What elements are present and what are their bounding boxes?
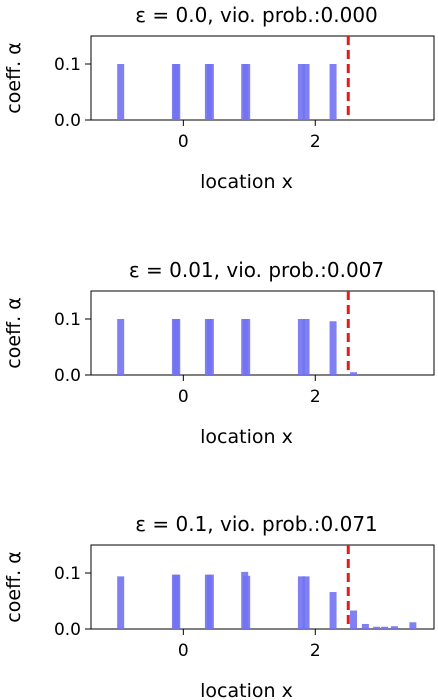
bar xyxy=(373,626,381,629)
bar-group xyxy=(117,571,417,629)
chart-panel-1: ε = 0.0, vio. prob.:0.000 0.0 0.1 0 2 lo… xyxy=(3,3,435,193)
bar xyxy=(173,574,181,629)
y-axis-ticks: 0.0 0.1 xyxy=(54,564,91,640)
y-axis-ticks: 0.0 0.1 xyxy=(54,55,91,131)
plot-frame xyxy=(90,35,435,121)
bar xyxy=(117,576,125,629)
y-tick-label: 0.1 xyxy=(54,55,81,75)
bar xyxy=(243,319,251,375)
bar xyxy=(350,372,358,375)
bar xyxy=(297,576,305,629)
bar xyxy=(302,64,310,120)
bar xyxy=(243,575,251,629)
bar xyxy=(206,319,214,375)
plot-frame xyxy=(90,290,435,376)
bar-group xyxy=(117,319,358,375)
bar xyxy=(302,576,310,629)
x-axis-label: location x xyxy=(200,680,293,700)
chart-title: ε = 0.01, vio. prob.:0.007 xyxy=(129,258,384,282)
x-tick-label: 0 xyxy=(178,132,189,152)
plot-frame xyxy=(90,544,435,630)
chart-panel-3: ε = 0.1, vio. prob.:0.071 0.0 0.1 0 2 lo… xyxy=(3,512,435,700)
y-tick-label: 0.1 xyxy=(54,564,81,584)
bar xyxy=(117,319,125,375)
bar xyxy=(329,592,337,629)
y-axis-ticks: 0.0 0.1 xyxy=(54,310,91,386)
bar xyxy=(329,64,337,120)
bar xyxy=(173,319,181,375)
x-axis-ticks: 0 2 xyxy=(178,120,321,152)
bar xyxy=(173,64,181,120)
x-tick-label: 2 xyxy=(310,641,321,661)
x-tick-label: 0 xyxy=(178,387,189,407)
chart-title: ε = 0.1, vio. prob.:0.071 xyxy=(135,512,378,536)
chart-panel-2: ε = 0.01, vio. prob.:0.007 0.0 0.1 0 2 l… xyxy=(3,258,435,448)
x-axis-label: location x xyxy=(200,171,293,193)
bar xyxy=(329,321,337,375)
bar xyxy=(381,626,389,629)
bar xyxy=(350,610,358,629)
bar xyxy=(297,319,305,375)
x-tick-label: 2 xyxy=(310,387,321,407)
bar xyxy=(117,64,125,120)
x-axis-ticks: 0 2 xyxy=(178,375,321,407)
y-axis-label: coeff. α xyxy=(3,551,25,622)
bar xyxy=(243,64,251,120)
y-tick-label: 0.0 xyxy=(54,366,81,386)
x-axis-ticks: 0 2 xyxy=(178,629,321,661)
bar xyxy=(206,64,214,120)
bar-group xyxy=(117,64,337,120)
x-tick-label: 0 xyxy=(178,641,189,661)
y-tick-label: 0.0 xyxy=(54,620,81,640)
y-axis-label: coeff. α xyxy=(3,297,25,368)
y-tick-label: 0.1 xyxy=(54,310,81,330)
chart-title: ε = 0.0, vio. prob.:0.000 xyxy=(135,3,378,27)
x-axis-label: location x xyxy=(200,426,293,448)
bar xyxy=(390,626,398,629)
bar xyxy=(361,623,369,629)
bar xyxy=(297,64,305,120)
bar xyxy=(302,319,310,375)
y-tick-label: 0.0 xyxy=(54,111,81,131)
y-axis-label: coeff. α xyxy=(3,42,25,113)
bar xyxy=(206,574,214,629)
bar xyxy=(409,622,417,629)
x-tick-label: 2 xyxy=(310,132,321,152)
